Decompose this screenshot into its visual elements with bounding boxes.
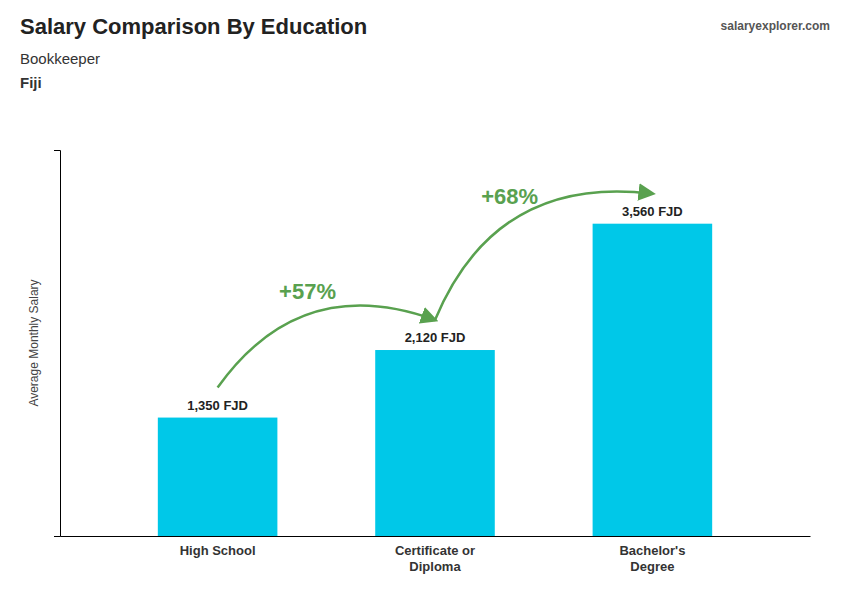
x-axis: High School Certificate orDiploma Bachelor… <box>61 536 811 574</box>
x-tick-label-line: Bachelor's <box>619 543 685 558</box>
x-tick: Bachelor'sDegree <box>619 536 685 574</box>
x-tick-label-line: High School <box>180 543 256 558</box>
x-tick-label-line: Diploma <box>409 559 461 574</box>
plot: High School Certificate orDiploma Bachelor… <box>27 151 811 574</box>
bars <box>158 224 712 536</box>
x-tick: Certificate orDiploma <box>395 536 475 574</box>
x-axis-line <box>61 536 811 537</box>
title: Salary Comparison By Education <box>20 14 367 39</box>
subtitle: Bookkeeper <box>20 50 100 67</box>
growth-arrow <box>435 191 652 320</box>
x-tick-label-line: Certificate or <box>395 543 475 558</box>
growth-label: +57% <box>279 279 336 304</box>
bar <box>158 418 278 536</box>
x-tick-label: High School <box>180 543 256 558</box>
bar <box>375 350 495 536</box>
y-axis-line <box>54 151 61 537</box>
x-tick-label: Certificate orDiploma <box>395 543 475 574</box>
bar <box>593 224 713 536</box>
country: Fiji <box>20 74 42 91</box>
data-labels: 1,350 FJD 2,120 FJD 3,560 FJD <box>187 204 682 413</box>
annotations: +57% +68% <box>218 184 653 387</box>
chart: Salary Comparison By Education Bookkeeper… <box>0 0 850 606</box>
y-axis-title: Average Monthly Salary <box>27 279 41 406</box>
growth-label: +68% <box>481 184 538 209</box>
data-label: 1,350 FJD <box>187 398 248 413</box>
data-label: 2,120 FJD <box>405 330 466 345</box>
data-label: 3,560 FJD <box>622 204 683 219</box>
x-tick: High School <box>180 536 256 558</box>
x-tick-label: Bachelor'sDegree <box>619 543 685 574</box>
source: salaryexplorer.com <box>721 19 830 33</box>
growth-arrow <box>218 306 435 388</box>
y-axis <box>54 151 61 537</box>
x-tick-label-line: Degree <box>630 559 674 574</box>
